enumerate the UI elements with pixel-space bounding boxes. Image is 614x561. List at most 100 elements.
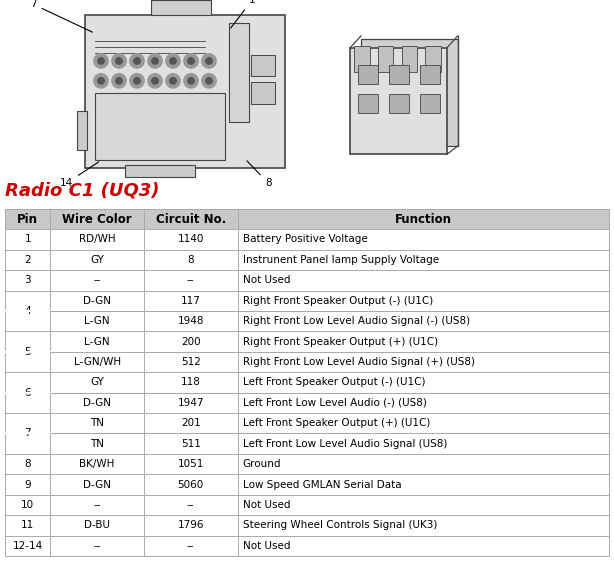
Text: RD/WH: RD/WH — [79, 234, 115, 245]
Circle shape — [116, 58, 122, 64]
Text: Function: Function — [395, 213, 452, 226]
Bar — [251, 55, 275, 76]
Text: 117: 117 — [181, 296, 201, 306]
Text: 11: 11 — [21, 521, 34, 530]
Bar — [389, 94, 409, 113]
Circle shape — [152, 58, 158, 64]
Bar — [5, 352, 609, 373]
Bar — [421, 94, 440, 113]
Text: D-BU: D-BU — [84, 521, 110, 530]
Bar — [151, 0, 211, 15]
Text: Ground: Ground — [243, 459, 281, 469]
Text: Battery Positive Voltage: Battery Positive Voltage — [243, 234, 367, 245]
Text: --: -- — [93, 541, 101, 551]
Text: --: -- — [93, 500, 101, 510]
Text: 3: 3 — [25, 275, 31, 286]
Text: D-GN: D-GN — [83, 398, 111, 408]
Text: 8: 8 — [25, 459, 31, 469]
Text: Right Front Speaker Output (+) (U1C): Right Front Speaker Output (+) (U1C) — [243, 337, 438, 347]
Circle shape — [188, 77, 194, 84]
Bar — [5, 270, 609, 291]
Circle shape — [202, 73, 216, 88]
Text: Left Front Speaker Output (-) (U1C): Left Front Speaker Output (-) (U1C) — [243, 378, 425, 388]
Text: L-GN: L-GN — [84, 316, 110, 326]
Circle shape — [206, 58, 212, 64]
Bar — [378, 45, 394, 72]
Bar — [358, 94, 378, 113]
Text: Right Front Low Level Audio Signal (-) (US8): Right Front Low Level Audio Signal (-) (… — [243, 316, 470, 326]
Text: GY: GY — [90, 378, 104, 388]
Text: Left Front Low Level Audio (-) (US8): Left Front Low Level Audio (-) (US8) — [243, 398, 426, 408]
Circle shape — [148, 73, 162, 88]
Text: Not Used: Not Used — [243, 275, 290, 286]
Bar — [426, 45, 441, 72]
Text: --: -- — [187, 500, 195, 510]
Text: 6: 6 — [25, 388, 31, 398]
Bar — [354, 45, 370, 72]
Bar — [5, 515, 609, 536]
Circle shape — [166, 54, 180, 68]
Text: Radio C1 (UQ3): Radio C1 (UQ3) — [5, 182, 160, 200]
Bar — [5, 209, 609, 229]
Circle shape — [130, 73, 144, 88]
Bar — [361, 39, 458, 146]
Circle shape — [184, 54, 198, 68]
Bar — [358, 65, 378, 84]
Circle shape — [152, 77, 158, 84]
Bar — [5, 332, 609, 352]
Text: 8: 8 — [187, 255, 194, 265]
Bar — [389, 65, 409, 84]
Text: D-GN: D-GN — [83, 480, 111, 490]
Text: Not Used: Not Used — [243, 500, 290, 510]
Text: 9: 9 — [25, 480, 31, 490]
Text: 1: 1 — [231, 0, 255, 28]
Bar — [402, 45, 417, 72]
Text: 201: 201 — [181, 419, 201, 428]
Text: 1796: 1796 — [177, 521, 204, 530]
Text: Steering Wheel Controls Signal (UK3): Steering Wheel Controls Signal (UK3) — [243, 521, 437, 530]
Text: Pin: Pin — [17, 213, 38, 226]
Text: 10: 10 — [21, 500, 34, 510]
Text: 7: 7 — [25, 429, 31, 439]
Text: 5: 5 — [25, 347, 31, 357]
Circle shape — [134, 58, 140, 64]
Text: 118: 118 — [181, 378, 201, 388]
Circle shape — [94, 54, 108, 68]
Text: --: -- — [93, 275, 101, 286]
Text: 2: 2 — [25, 255, 31, 265]
Text: GY: GY — [90, 255, 104, 265]
Text: Left Front Speaker Output (+) (U1C): Left Front Speaker Output (+) (U1C) — [243, 419, 430, 428]
Text: 1948: 1948 — [177, 316, 204, 326]
Circle shape — [98, 58, 104, 64]
Bar — [125, 165, 195, 177]
Text: L-GN: L-GN — [84, 337, 110, 347]
Circle shape — [169, 77, 176, 84]
Text: 511: 511 — [181, 439, 201, 449]
Text: --: -- — [187, 541, 195, 551]
Text: Not Used: Not Used — [243, 541, 290, 551]
Bar — [5, 311, 609, 332]
Circle shape — [188, 58, 194, 64]
Bar — [85, 15, 285, 168]
Bar — [229, 22, 249, 122]
Text: Right Front Low Level Audio Signal (+) (US8): Right Front Low Level Audio Signal (+) (… — [243, 357, 475, 367]
Circle shape — [184, 73, 198, 88]
Bar — [95, 93, 225, 160]
Bar — [5, 536, 609, 556]
Text: D-GN: D-GN — [83, 296, 111, 306]
Circle shape — [130, 54, 144, 68]
Bar — [77, 112, 87, 150]
Circle shape — [202, 54, 216, 68]
Circle shape — [112, 73, 126, 88]
Text: Right Front Speaker Output (-) (U1C): Right Front Speaker Output (-) (U1C) — [243, 296, 433, 306]
Text: 12-14: 12-14 — [12, 541, 43, 551]
Text: 4: 4 — [25, 306, 31, 316]
Text: 1051: 1051 — [177, 459, 204, 469]
Text: 200: 200 — [181, 337, 201, 347]
Text: Instrunent Panel lamp Supply Voltage: Instrunent Panel lamp Supply Voltage — [243, 255, 438, 265]
Bar — [5, 250, 609, 270]
Bar — [251, 82, 275, 104]
Text: 5060: 5060 — [177, 480, 204, 490]
Text: 1140: 1140 — [177, 234, 204, 245]
Text: Low Speed GMLAN Serial Data: Low Speed GMLAN Serial Data — [243, 480, 401, 490]
